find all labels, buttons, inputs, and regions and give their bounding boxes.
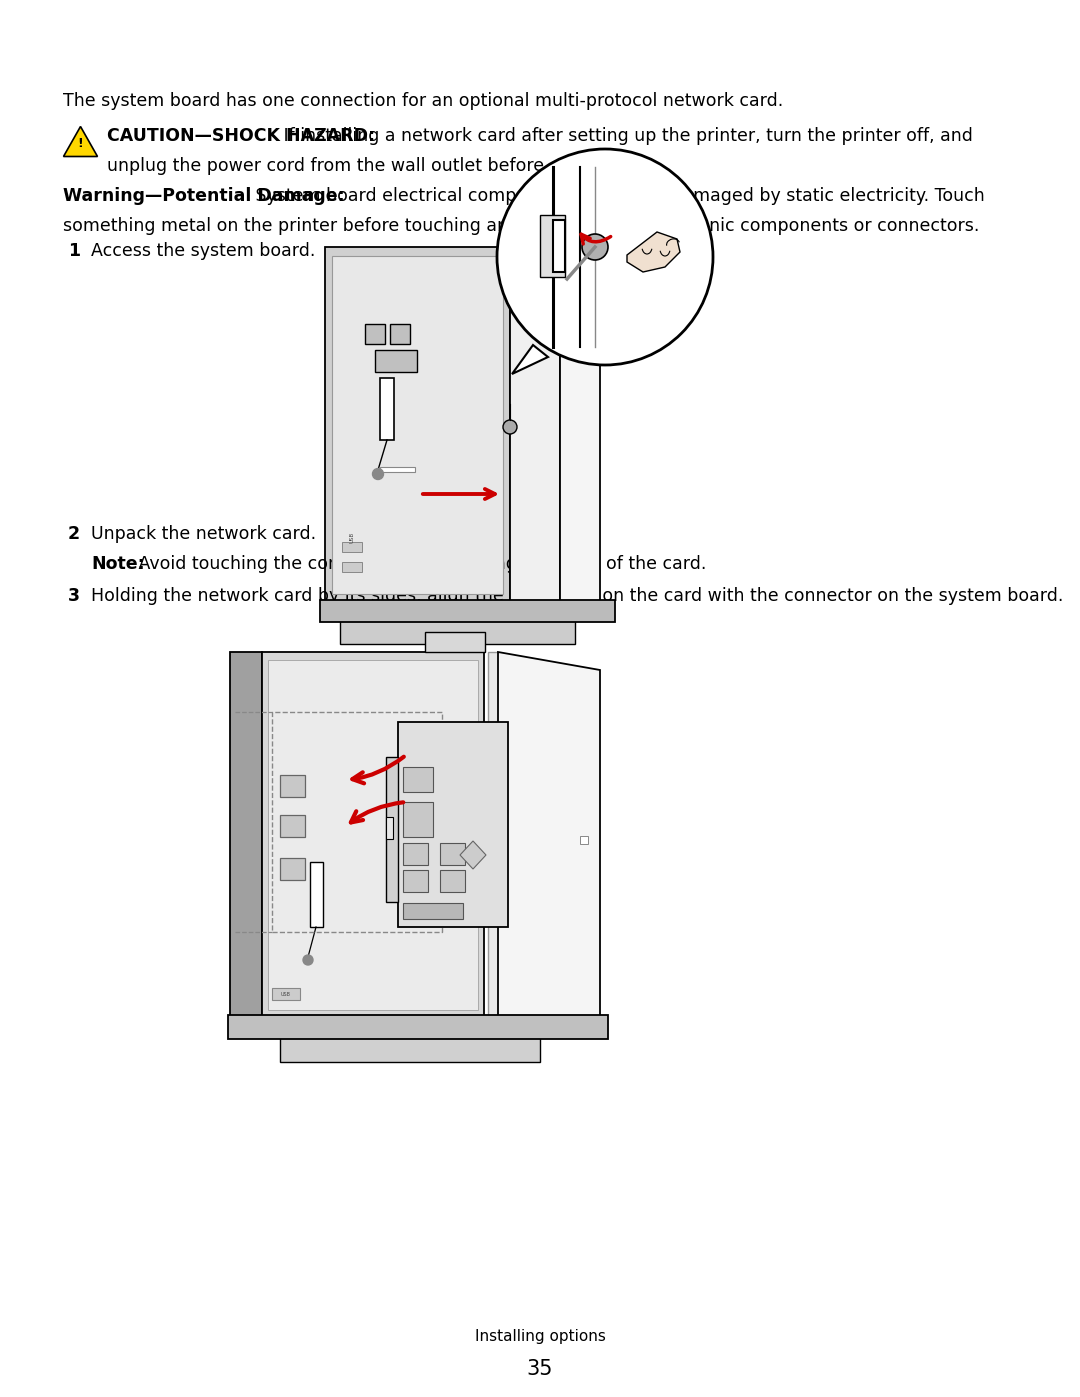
FancyBboxPatch shape: [230, 652, 262, 1017]
Text: Unpack the network card.: Unpack the network card.: [91, 525, 316, 543]
Circle shape: [497, 149, 713, 365]
Text: 3: 3: [68, 587, 80, 605]
FancyBboxPatch shape: [380, 379, 394, 440]
Polygon shape: [627, 232, 680, 272]
FancyBboxPatch shape: [580, 835, 588, 844]
Circle shape: [582, 235, 608, 260]
Text: 1: 1: [68, 242, 80, 260]
FancyBboxPatch shape: [386, 757, 399, 902]
Text: If installing a network card after setting up the printer, turn the printer off,: If installing a network card after setti…: [278, 127, 972, 145]
FancyBboxPatch shape: [365, 324, 384, 344]
Text: unplug the power cord from the wall outlet before continuing.: unplug the power cord from the wall outl…: [107, 156, 647, 175]
FancyBboxPatch shape: [488, 652, 498, 1017]
Polygon shape: [561, 239, 600, 602]
FancyBboxPatch shape: [228, 1016, 608, 1039]
FancyBboxPatch shape: [262, 652, 484, 1017]
Text: USB: USB: [281, 992, 291, 996]
Text: Holding the network card by its sides, align the connector on the card with the : Holding the network card by its sides, a…: [91, 587, 1064, 605]
FancyBboxPatch shape: [440, 842, 465, 865]
Circle shape: [303, 956, 313, 965]
FancyBboxPatch shape: [386, 817, 393, 840]
Text: something metal on the printer before touching any system board electronic compo: something metal on the printer before to…: [63, 217, 980, 235]
FancyBboxPatch shape: [325, 247, 510, 602]
Text: 2: 2: [68, 525, 80, 543]
FancyBboxPatch shape: [375, 351, 417, 372]
Polygon shape: [510, 239, 561, 602]
FancyBboxPatch shape: [553, 219, 565, 272]
FancyBboxPatch shape: [272, 988, 300, 1000]
FancyBboxPatch shape: [380, 467, 415, 472]
FancyBboxPatch shape: [403, 802, 433, 837]
FancyBboxPatch shape: [426, 631, 485, 652]
Polygon shape: [498, 652, 600, 1017]
FancyBboxPatch shape: [390, 324, 410, 344]
Text: Access the system board.: Access the system board.: [91, 242, 315, 260]
Text: !: !: [78, 137, 83, 149]
Text: Note:: Note:: [91, 555, 145, 573]
Text: Avoid touching the connection points along the edge of the card.: Avoid touching the connection points alo…: [133, 555, 706, 573]
FancyBboxPatch shape: [540, 215, 565, 277]
Polygon shape: [512, 345, 548, 374]
FancyBboxPatch shape: [403, 767, 433, 792]
FancyBboxPatch shape: [342, 542, 362, 552]
FancyBboxPatch shape: [403, 870, 428, 893]
Circle shape: [373, 468, 383, 479]
Point: [266, 704, 279, 721]
Text: CAUTION—SHOCK HAZARD:: CAUTION—SHOCK HAZARD:: [107, 127, 375, 145]
FancyBboxPatch shape: [340, 620, 575, 644]
Text: Installing options: Installing options: [474, 1329, 606, 1344]
FancyBboxPatch shape: [332, 256, 503, 594]
Text: Warning—Potential Damage:: Warning—Potential Damage:: [63, 187, 345, 205]
FancyBboxPatch shape: [280, 858, 305, 880]
Point: [229, 923, 242, 940]
FancyBboxPatch shape: [399, 722, 508, 928]
FancyBboxPatch shape: [268, 659, 478, 1010]
Circle shape: [503, 420, 517, 434]
Text: System board electrical components are easily damaged by static electricity. Tou: System board electrical components are e…: [249, 187, 985, 205]
FancyBboxPatch shape: [280, 814, 305, 837]
FancyBboxPatch shape: [280, 1037, 540, 1062]
Point: [266, 923, 279, 940]
Text: USB: USB: [350, 531, 354, 542]
FancyBboxPatch shape: [440, 870, 465, 893]
Text: 35: 35: [527, 1359, 553, 1379]
FancyBboxPatch shape: [403, 842, 428, 865]
Point: [229, 704, 242, 721]
FancyBboxPatch shape: [403, 902, 463, 919]
Text: The system board has one connection for an optional multi-protocol network card.: The system board has one connection for …: [63, 92, 783, 110]
Polygon shape: [64, 127, 97, 156]
Polygon shape: [460, 841, 486, 869]
FancyBboxPatch shape: [280, 775, 305, 798]
FancyBboxPatch shape: [320, 599, 615, 622]
FancyBboxPatch shape: [342, 562, 362, 571]
FancyBboxPatch shape: [310, 862, 323, 928]
